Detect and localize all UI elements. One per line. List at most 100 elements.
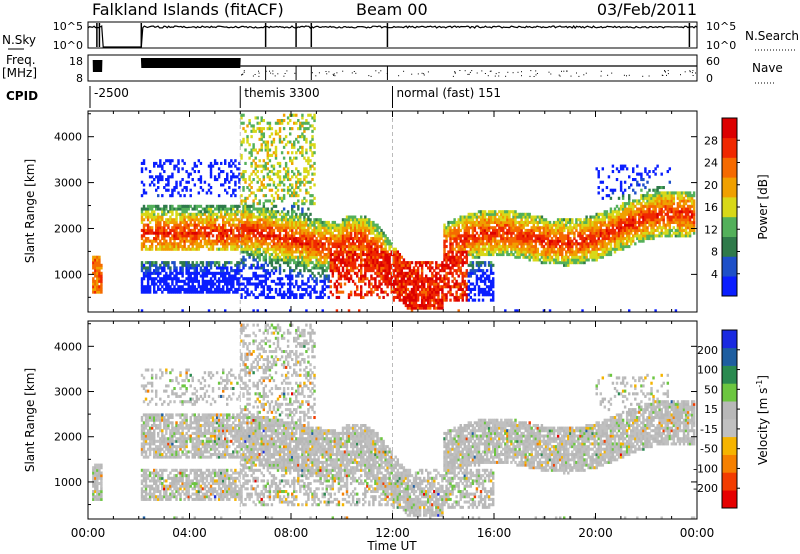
- heatmap-cell: [339, 239, 343, 243]
- heatmap-cell: [473, 255, 477, 259]
- heatmap-cell: [544, 228, 548, 232]
- heatmap-cell: [185, 247, 188, 251]
- heatmap-cell: [171, 175, 174, 179]
- heatmap-cell: [305, 170, 308, 174]
- heatmap-cell: [467, 228, 471, 232]
- heatmap-cell: [289, 274, 292, 278]
- heatmap-cell: [248, 277, 251, 281]
- heatmap-cell: [264, 199, 268, 203]
- heatmap-cell: [542, 261, 546, 265]
- heatmap-cell: [187, 245, 190, 249]
- heatmap-cell: [167, 223, 170, 227]
- heatmap-cell: [516, 231, 519, 235]
- heatmap-cell: [449, 237, 452, 241]
- heatmap-cell: [100, 277, 103, 281]
- heatmap-cell: [272, 164, 276, 168]
- heatmap-cell: [463, 228, 467, 232]
- heatmap-cell: [268, 175, 272, 179]
- heatmap-cell: [475, 245, 479, 249]
- heatmap-cell: [230, 170, 233, 174]
- heatmap-cell: [416, 304, 420, 308]
- heatmap-cell: [242, 263, 245, 267]
- heatmap-cell: [205, 274, 209, 278]
- heatmap-cell: [487, 234, 491, 238]
- heatmap-cell: [163, 207, 166, 211]
- heatmap-cell: [205, 245, 209, 249]
- heatmap-cell: [274, 245, 278, 249]
- heatmap-cell: [309, 247, 312, 251]
- heatmap-cell: [429, 263, 432, 267]
- heatmap-cell: [191, 277, 194, 281]
- heatmap-cell: [366, 239, 369, 243]
- heatmap-cell: [341, 266, 345, 270]
- heatmap-cell: [289, 269, 292, 273]
- heatmap-cell: [252, 255, 255, 259]
- heatmap-cell: [356, 253, 359, 257]
- heatmap-cell: [266, 295, 270, 299]
- heatmap-cell: [485, 247, 489, 251]
- heatmap-cell: [347, 247, 351, 251]
- heatmap-cell: [179, 223, 182, 227]
- heatmap-cell: [205, 220, 209, 224]
- heatmap-cell: [161, 226, 164, 230]
- heatmap-cell: [469, 247, 473, 251]
- heatmap-cell: [240, 156, 243, 160]
- heatmap-cell: [335, 290, 339, 294]
- heatmap-cell: [293, 255, 296, 259]
- heatmap-cell: [228, 207, 231, 211]
- heatmap-cell: [351, 218, 355, 222]
- heatmap-cell: [250, 242, 253, 246]
- heatmap-cell: [376, 255, 379, 259]
- heatmap-cell: [148, 271, 152, 275]
- heatmap-cell: [242, 242, 245, 246]
- heatmap-cell: [167, 231, 170, 235]
- heatmap-cell: [498, 245, 501, 249]
- heatmap-cell: [197, 245, 201, 249]
- heatmap-cell: [181, 266, 184, 270]
- heatmap-cell: [317, 258, 320, 262]
- heatmap-cell: [222, 277, 225, 281]
- heatmap-cell: [323, 220, 326, 224]
- heatmap-cell: [238, 161, 241, 165]
- heatmap-cell: [167, 175, 170, 179]
- heatmap-cell: [307, 207, 310, 211]
- heatmap-cell: [238, 228, 241, 232]
- heatmap-cell: [274, 287, 278, 291]
- heatmap-cell: [317, 231, 320, 235]
- heatmap-cell: [189, 188, 192, 192]
- heatmap-cell: [185, 188, 188, 192]
- heatmap-cell: [453, 261, 456, 265]
- heatmap-cell: [195, 277, 199, 281]
- heatmap-cell: [514, 309, 517, 312]
- heatmap-cell: [213, 277, 217, 281]
- heatmap-cell: [94, 274, 97, 278]
- heatmap-cell: [301, 239, 304, 243]
- heatmap-cell: [175, 215, 178, 219]
- heatmap-cell: [366, 258, 369, 262]
- heatmap-cell: [360, 263, 363, 267]
- heatmap-cell: [230, 194, 233, 198]
- heatmap-cell: [339, 234, 343, 238]
- heatmap-cell: [238, 263, 241, 267]
- heatmap-cell: [431, 271, 434, 275]
- heatmap-cell: [213, 207, 217, 211]
- heatmap-cell: [146, 204, 150, 208]
- heatmap-cell: [173, 234, 176, 238]
- heatmap-cell: [286, 116, 290, 120]
- heatmap-cell: [554, 255, 558, 259]
- heatmap-cell: [475, 218, 479, 222]
- heatmap-cell: [144, 290, 148, 294]
- heatmap-cell: [268, 223, 272, 227]
- heatmap-cell: [530, 245, 533, 249]
- heatmap-cell: [546, 247, 550, 251]
- heatmap-cell: [293, 237, 296, 241]
- heatmap-cell: [213, 290, 217, 294]
- heatmap-cell: [185, 186, 188, 190]
- nave-dot: [495, 73, 497, 75]
- heatmap-cell: [534, 237, 538, 241]
- heatmap-cell: [335, 245, 339, 249]
- heatmap-cell: [98, 269, 101, 273]
- heatmap-cell: [548, 247, 552, 251]
- heatmap-cell: [485, 223, 489, 227]
- heatmap-cell: [358, 242, 361, 246]
